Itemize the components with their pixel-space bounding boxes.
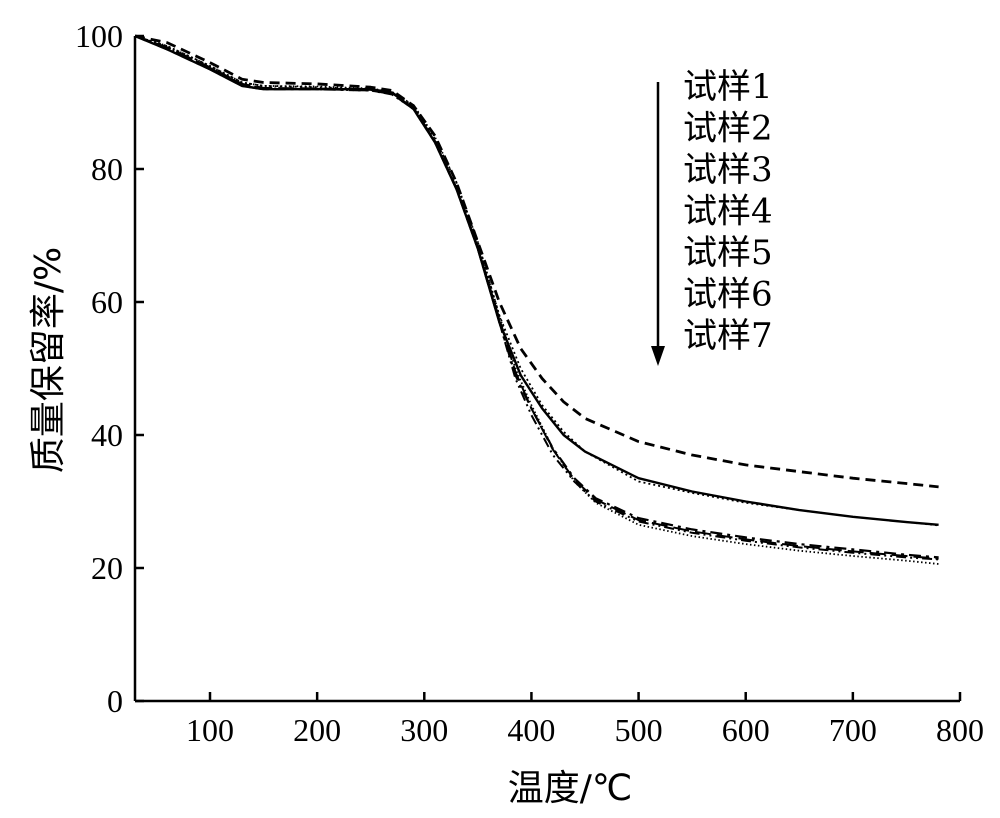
x-tick-label: 400 bbox=[507, 712, 555, 748]
x-tick-label: 500 bbox=[615, 712, 663, 748]
x-tick-label: 300 bbox=[400, 712, 448, 748]
y-tick-label: 0 bbox=[107, 683, 123, 719]
series-line-2 bbox=[134, 34, 939, 489]
x-axis-title: 温度/℃ bbox=[508, 768, 633, 809]
series-line-4 bbox=[134, 34, 939, 559]
x-tick-label: 100 bbox=[186, 712, 234, 748]
legend-label-1: 试样1 bbox=[683, 67, 773, 107]
series-line-6 bbox=[134, 35, 939, 565]
y-ticks: 0 20 40 60 80 100 bbox=[75, 18, 144, 719]
legend-label-6: 试样6 bbox=[683, 275, 773, 315]
legend-label-3: 试样3 bbox=[683, 150, 773, 190]
y-tick-label: 60 bbox=[91, 284, 123, 320]
legend-label-7: 试样7 bbox=[683, 316, 773, 356]
plot-lines bbox=[134, 34, 939, 565]
x-tick-label: 200 bbox=[293, 712, 341, 748]
series-line-3 bbox=[134, 35, 939, 527]
y-tick-label: 20 bbox=[91, 550, 123, 586]
y-tick-label: 100 bbox=[75, 18, 123, 54]
y-axis-title: 质量保留率/% bbox=[28, 247, 69, 473]
y-tick-label: 40 bbox=[91, 417, 123, 453]
legend-arrow-head-icon bbox=[651, 346, 665, 366]
series-line-7 bbox=[134, 35, 939, 560]
legend-label-5: 试样5 bbox=[683, 233, 773, 273]
series-line-1 bbox=[134, 34, 939, 526]
x-tick-label: 800 bbox=[936, 712, 984, 748]
x-tick-label: 700 bbox=[829, 712, 877, 748]
y-tick-label: 80 bbox=[91, 151, 123, 187]
x-tick-label: 600 bbox=[722, 712, 770, 748]
series-line-5 bbox=[134, 35, 939, 561]
legend-label-4: 试样4 bbox=[683, 192, 773, 232]
x-ticks: 100 200 300 400 500 600 700 800 bbox=[186, 692, 984, 748]
axes bbox=[133, 36, 960, 703]
legend-label-2: 试样2 bbox=[683, 109, 773, 149]
